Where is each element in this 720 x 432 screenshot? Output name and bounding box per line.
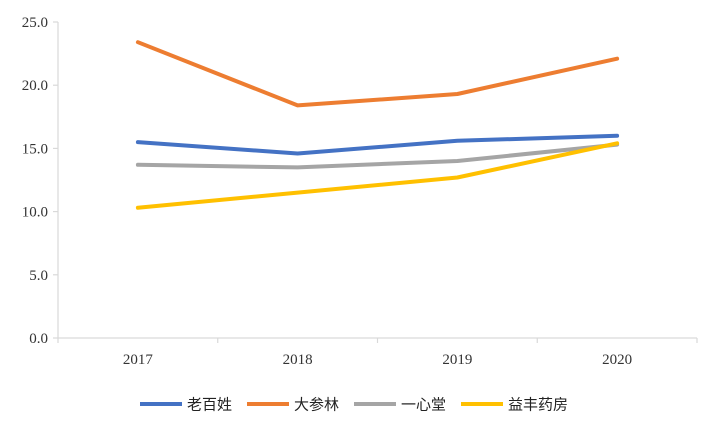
y-tick-label: 10.0 <box>22 205 48 221</box>
x-tick-label: 2017 <box>123 352 154 368</box>
legend-label: 大参林 <box>294 396 339 414</box>
y-tick-label: 0.0 <box>29 331 48 347</box>
x-axis-tick-labels: 2017 2018 2019 2020 <box>123 352 632 368</box>
x-tick-label: 2018 <box>283 352 313 368</box>
y-axis-tick-labels: 0.0 5.0 10.0 15.0 20.0 25.0 <box>22 15 48 347</box>
legend-label: 一心堂 <box>401 396 446 414</box>
chart-legend: 老百姓 大参林 一心堂 益丰药房 <box>140 396 568 414</box>
series-line-2 <box>135 40 620 108</box>
series-lines <box>135 40 620 210</box>
legend-label: 老百姓 <box>187 396 232 414</box>
y-tick-label: 5.0 <box>29 268 48 284</box>
y-tick-label: 15.0 <box>22 141 48 157</box>
y-tick-label: 25.0 <box>22 15 48 31</box>
series-line-3 <box>135 142 620 170</box>
legend-label: 益丰药房 <box>508 396 568 414</box>
chart-axes <box>53 21 698 343</box>
x-tick-label: 2019 <box>442 352 472 368</box>
y-tick-label: 20.0 <box>22 78 48 94</box>
series-line-4 <box>135 141 620 210</box>
series-line-1 <box>135 133 620 156</box>
x-tick-label: 2020 <box>602 352 632 368</box>
